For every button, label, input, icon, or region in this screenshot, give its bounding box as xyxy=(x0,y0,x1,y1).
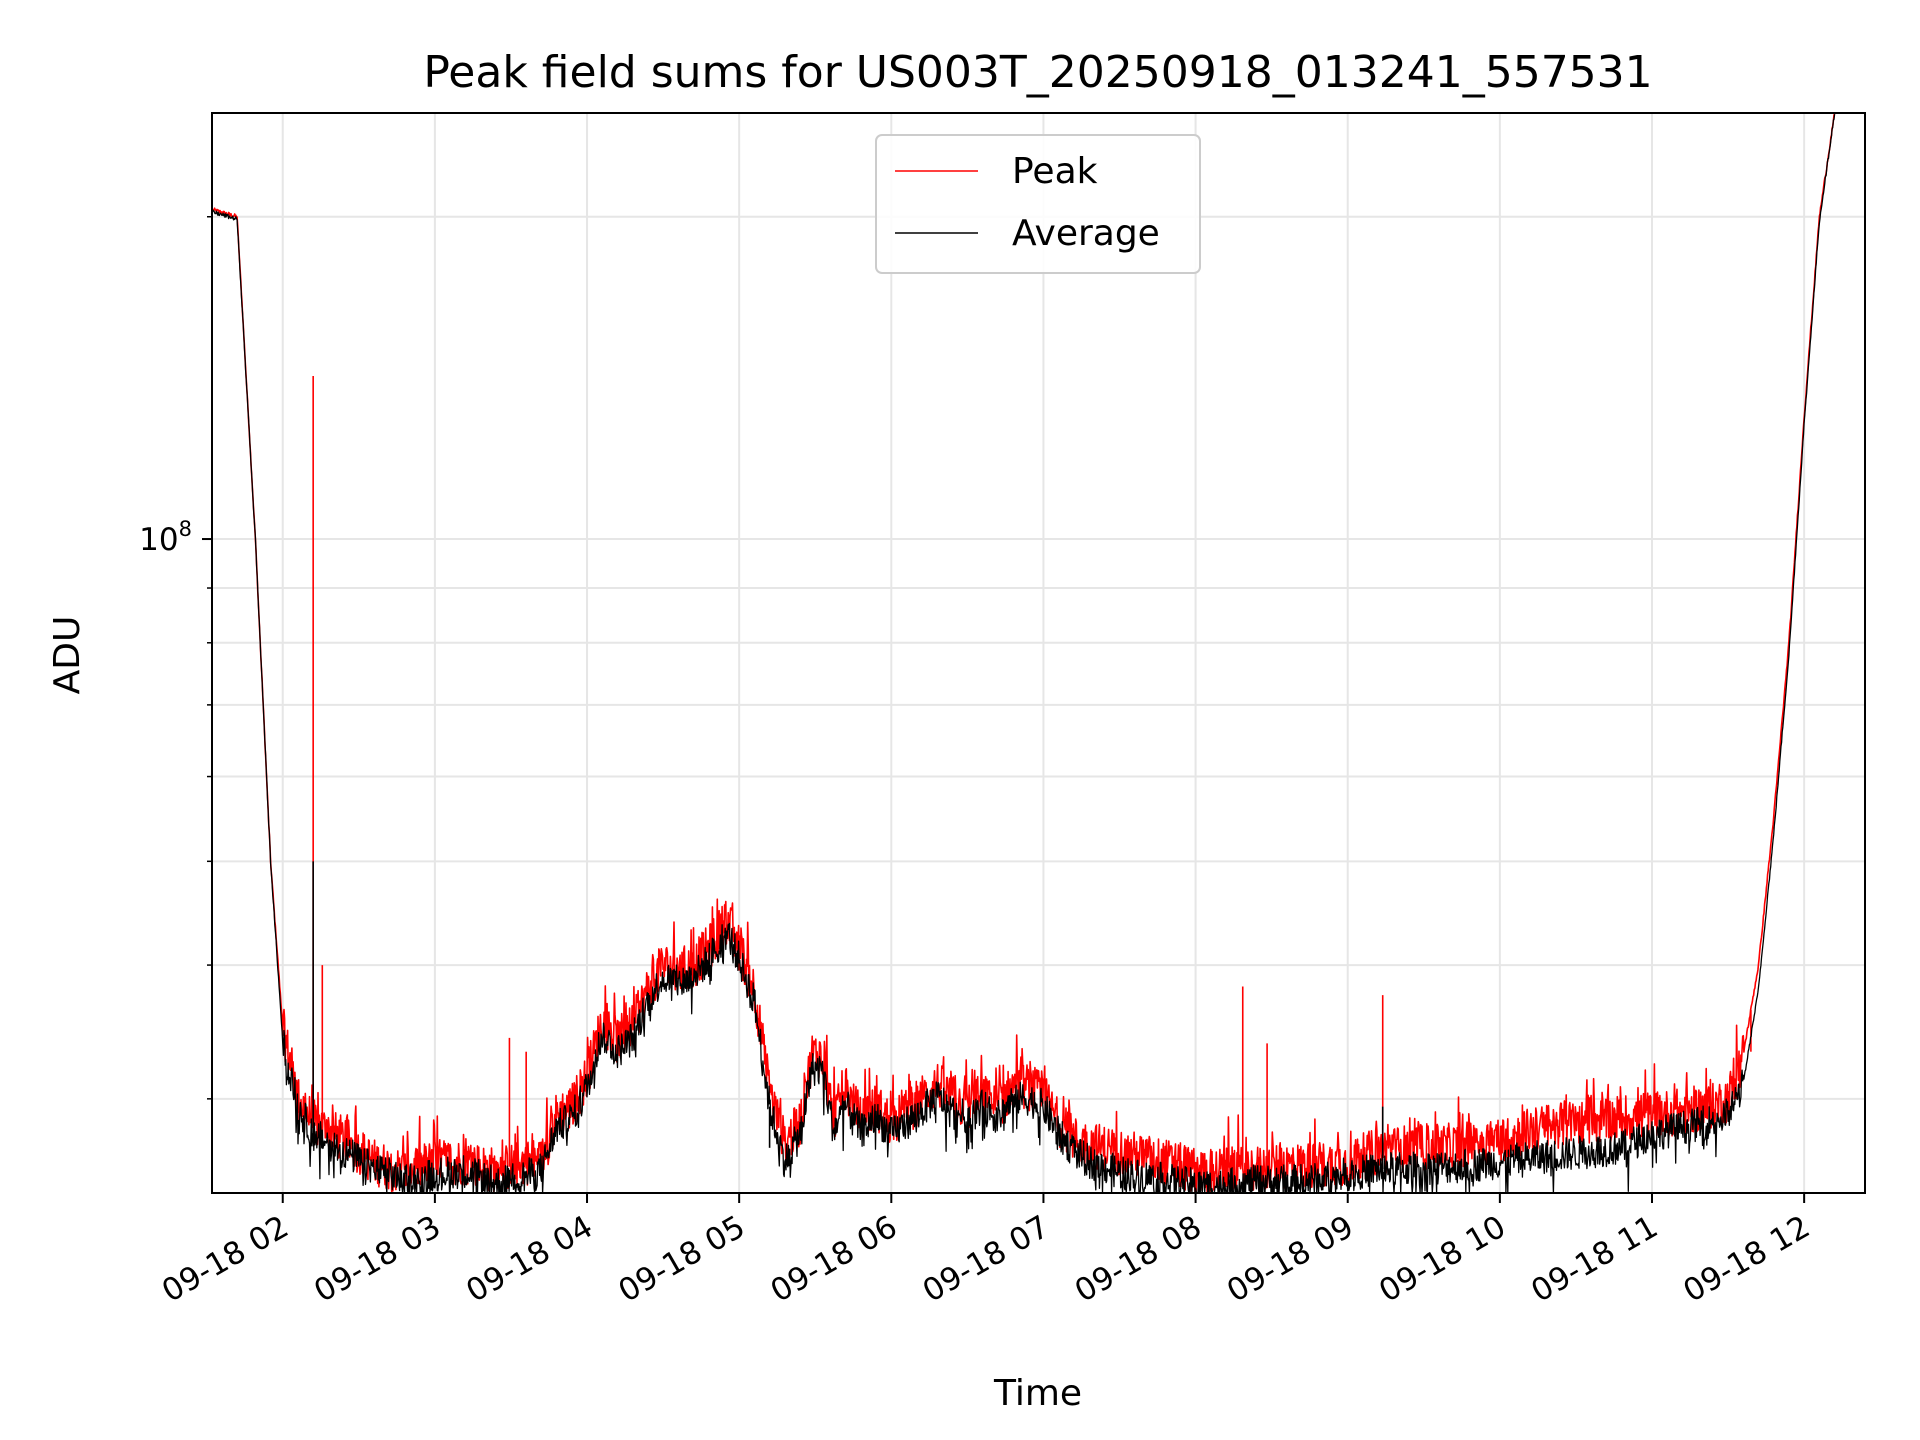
x-axis-label: Time xyxy=(993,1373,1082,1414)
legend-box xyxy=(875,134,1201,274)
chart-title: Peak field sums for US003T_20250918_0132… xyxy=(423,47,1652,98)
legend-average-label: Average xyxy=(1012,213,1160,254)
average-series-line xyxy=(212,114,1836,1194)
series-layer xyxy=(212,113,1836,1194)
grid xyxy=(212,113,1865,1193)
y-axis-label: ADU xyxy=(47,616,88,695)
legend-peak-label: Peak xyxy=(1012,151,1098,192)
plot-frame xyxy=(211,112,1866,1194)
legend: Peak Average xyxy=(875,134,1201,274)
y-tick-label: 108 xyxy=(139,517,192,558)
